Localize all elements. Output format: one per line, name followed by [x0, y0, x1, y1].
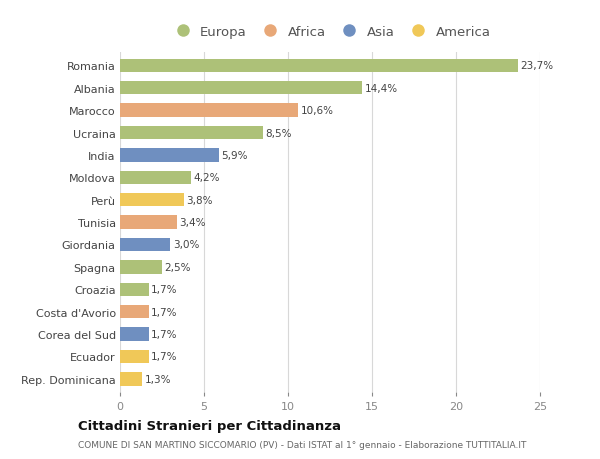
Text: 14,4%: 14,4%: [364, 84, 398, 94]
Text: 3,8%: 3,8%: [187, 195, 213, 205]
Text: COMUNE DI SAN MARTINO SICCOMARIO (PV) - Dati ISTAT al 1° gennaio - Elaborazione : COMUNE DI SAN MARTINO SICCOMARIO (PV) - …: [78, 441, 526, 449]
Text: 8,5%: 8,5%: [265, 128, 292, 138]
Text: 1,7%: 1,7%: [151, 352, 178, 362]
Bar: [120, 127, 263, 140]
Bar: [120, 149, 219, 162]
Text: 10,6%: 10,6%: [301, 106, 334, 116]
Text: Cittadini Stranieri per Cittadinanza: Cittadini Stranieri per Cittadinanza: [78, 419, 341, 432]
Bar: [120, 328, 149, 341]
Bar: [120, 194, 184, 207]
Text: 1,7%: 1,7%: [151, 285, 178, 295]
Bar: [120, 104, 298, 118]
Legend: Europa, Africa, Asia, America: Europa, Africa, Asia, America: [164, 20, 496, 44]
Bar: [120, 283, 149, 297]
Text: 1,7%: 1,7%: [151, 307, 178, 317]
Bar: [120, 261, 162, 274]
Text: 3,0%: 3,0%: [173, 240, 199, 250]
Bar: [120, 238, 170, 252]
Bar: [120, 350, 149, 364]
Bar: [120, 82, 362, 95]
Text: 1,3%: 1,3%: [145, 374, 171, 384]
Text: 5,9%: 5,9%: [221, 151, 248, 161]
Text: 2,5%: 2,5%: [164, 262, 191, 272]
Bar: [120, 60, 518, 73]
Bar: [120, 305, 149, 319]
Bar: [120, 216, 177, 230]
Text: 23,7%: 23,7%: [521, 61, 554, 71]
Text: 4,2%: 4,2%: [193, 173, 220, 183]
Bar: [120, 171, 191, 185]
Text: 3,4%: 3,4%: [179, 218, 206, 228]
Bar: [120, 372, 142, 386]
Text: 1,7%: 1,7%: [151, 330, 178, 339]
